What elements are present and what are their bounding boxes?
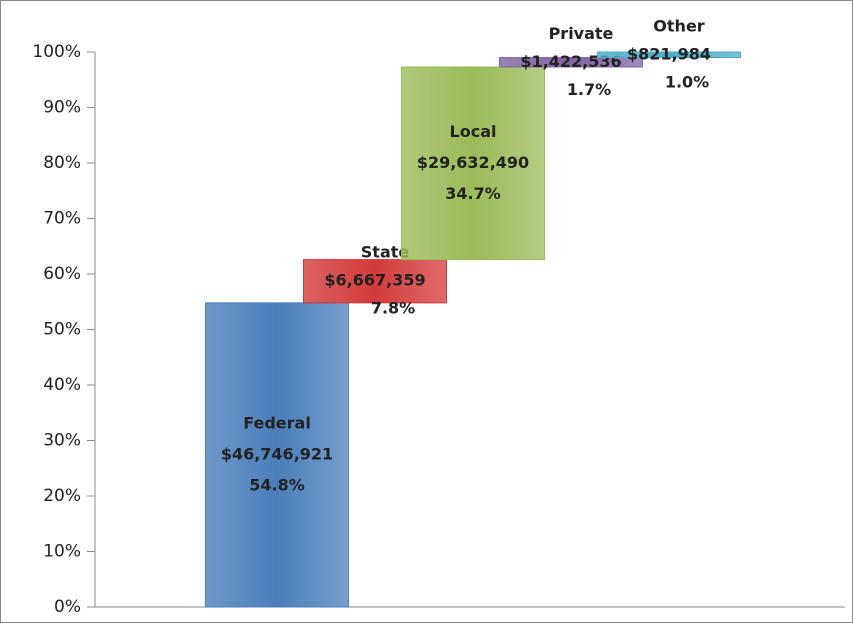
value-label: 1.7% [567,80,611,99]
y-tick-label: 60% [43,264,81,284]
y-tick-label: 40% [43,375,81,395]
value-label: 7.8% [371,299,415,318]
amount-label: $1,422,536 [520,52,621,71]
y-tick-label: 20% [43,486,81,506]
amount-label: $6,667,359 [324,271,425,290]
category-label: State [361,243,410,262]
category-label: Federal [243,413,311,432]
bar [597,51,741,59]
value-label: 54.8% [249,475,305,494]
bar [303,259,447,304]
bar [401,66,545,261]
amount-label: $821,984 [627,44,711,63]
y-tick-label: 100% [32,42,81,62]
category-label: Private [549,24,614,43]
y-tick-label: 30% [43,431,81,451]
value-label: 1.0% [665,72,709,91]
amount-label: $29,632,490 [417,153,529,172]
bar [499,57,643,68]
y-tick-label: 90% [43,98,81,118]
y-tick-label: 0% [54,597,81,617]
bar [205,302,349,608]
y-tick-label: 70% [43,209,81,229]
y-tick-label: 80% [43,153,81,173]
category-label: Other [653,16,704,35]
value-label: 34.7% [445,184,501,203]
category-label: Local [450,122,497,141]
y-tick-label: 10% [43,542,81,562]
amount-label: $46,746,921 [221,444,333,463]
y-tick-label: 50% [43,320,81,340]
